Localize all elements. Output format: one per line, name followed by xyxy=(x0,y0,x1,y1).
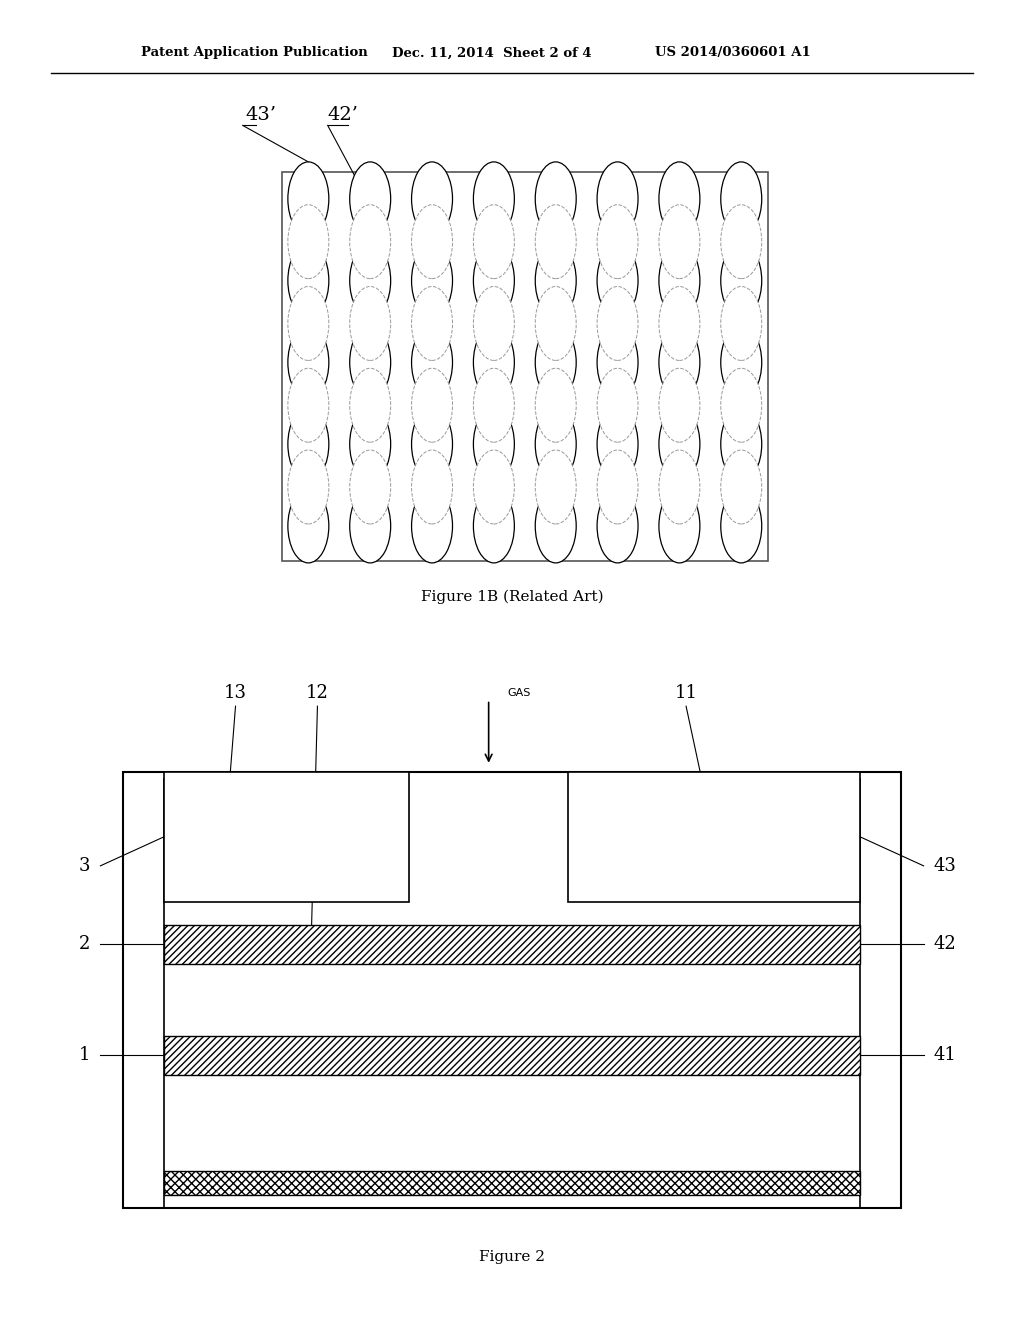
Ellipse shape xyxy=(412,162,453,236)
Ellipse shape xyxy=(658,368,699,442)
Ellipse shape xyxy=(288,162,329,236)
Ellipse shape xyxy=(536,368,577,442)
Ellipse shape xyxy=(658,286,699,360)
Ellipse shape xyxy=(473,450,514,524)
Ellipse shape xyxy=(536,244,577,318)
Text: GAS: GAS xyxy=(507,688,530,698)
Ellipse shape xyxy=(721,450,762,524)
Ellipse shape xyxy=(536,162,577,236)
Ellipse shape xyxy=(412,244,453,318)
Ellipse shape xyxy=(350,326,391,400)
Text: 12: 12 xyxy=(306,684,329,702)
Text: 2: 2 xyxy=(79,936,90,953)
Bar xyxy=(282,172,768,561)
Ellipse shape xyxy=(350,205,391,279)
Ellipse shape xyxy=(288,407,329,482)
Ellipse shape xyxy=(721,488,762,562)
Ellipse shape xyxy=(473,326,514,400)
Ellipse shape xyxy=(412,326,453,400)
Text: Patent Application Publication: Patent Application Publication xyxy=(141,46,368,59)
Ellipse shape xyxy=(721,244,762,318)
Text: 42’: 42’ xyxy=(328,106,358,124)
Ellipse shape xyxy=(536,205,577,279)
Ellipse shape xyxy=(658,326,699,400)
Ellipse shape xyxy=(350,407,391,482)
Bar xyxy=(164,1036,860,1074)
Bar xyxy=(568,772,860,902)
Ellipse shape xyxy=(412,286,453,360)
Ellipse shape xyxy=(658,205,699,279)
Ellipse shape xyxy=(536,488,577,562)
Text: 11: 11 xyxy=(675,684,697,702)
Ellipse shape xyxy=(288,368,329,442)
Ellipse shape xyxy=(288,286,329,360)
Ellipse shape xyxy=(597,407,638,482)
Ellipse shape xyxy=(536,450,577,524)
Ellipse shape xyxy=(473,368,514,442)
Text: 43’: 43’ xyxy=(246,106,276,124)
Ellipse shape xyxy=(350,488,391,562)
Ellipse shape xyxy=(721,162,762,236)
Ellipse shape xyxy=(721,326,762,400)
Text: Figure 1B (Related Art): Figure 1B (Related Art) xyxy=(421,590,603,603)
Ellipse shape xyxy=(597,162,638,236)
Text: 3: 3 xyxy=(79,857,90,875)
Bar xyxy=(123,772,901,1208)
Ellipse shape xyxy=(288,488,329,562)
Ellipse shape xyxy=(288,244,329,318)
Ellipse shape xyxy=(412,368,453,442)
Ellipse shape xyxy=(658,244,699,318)
Text: US 2014/0360601 A1: US 2014/0360601 A1 xyxy=(655,46,811,59)
Ellipse shape xyxy=(473,407,514,482)
Ellipse shape xyxy=(536,326,577,400)
Ellipse shape xyxy=(658,488,699,562)
Ellipse shape xyxy=(473,244,514,318)
Ellipse shape xyxy=(412,407,453,482)
Text: 1: 1 xyxy=(79,1047,90,1064)
Ellipse shape xyxy=(721,368,762,442)
Ellipse shape xyxy=(412,205,453,279)
Ellipse shape xyxy=(350,244,391,318)
Ellipse shape xyxy=(412,488,453,562)
Text: 43: 43 xyxy=(934,857,956,875)
Ellipse shape xyxy=(473,286,514,360)
Ellipse shape xyxy=(597,244,638,318)
Text: 13: 13 xyxy=(224,684,247,702)
Ellipse shape xyxy=(412,450,453,524)
Ellipse shape xyxy=(536,286,577,360)
Ellipse shape xyxy=(721,286,762,360)
Ellipse shape xyxy=(473,162,514,236)
Bar xyxy=(164,1171,860,1195)
Text: 42: 42 xyxy=(934,936,956,953)
Ellipse shape xyxy=(597,488,638,562)
Ellipse shape xyxy=(350,368,391,442)
Ellipse shape xyxy=(288,205,329,279)
Ellipse shape xyxy=(473,205,514,279)
Ellipse shape xyxy=(288,326,329,400)
Text: Dec. 11, 2014  Sheet 2 of 4: Dec. 11, 2014 Sheet 2 of 4 xyxy=(392,46,592,59)
Text: Figure 2: Figure 2 xyxy=(479,1250,545,1263)
Ellipse shape xyxy=(658,407,699,482)
Ellipse shape xyxy=(597,205,638,279)
Ellipse shape xyxy=(350,286,391,360)
Bar xyxy=(164,924,860,964)
Ellipse shape xyxy=(597,286,638,360)
Ellipse shape xyxy=(288,450,329,524)
Ellipse shape xyxy=(597,368,638,442)
Ellipse shape xyxy=(658,450,699,524)
Bar xyxy=(164,772,410,902)
Ellipse shape xyxy=(536,407,577,482)
Ellipse shape xyxy=(597,326,638,400)
Ellipse shape xyxy=(350,450,391,524)
Ellipse shape xyxy=(350,162,391,236)
Ellipse shape xyxy=(597,450,638,524)
Ellipse shape xyxy=(658,162,699,236)
Ellipse shape xyxy=(721,205,762,279)
Ellipse shape xyxy=(721,407,762,482)
Ellipse shape xyxy=(473,488,514,562)
Text: 41: 41 xyxy=(934,1047,956,1064)
